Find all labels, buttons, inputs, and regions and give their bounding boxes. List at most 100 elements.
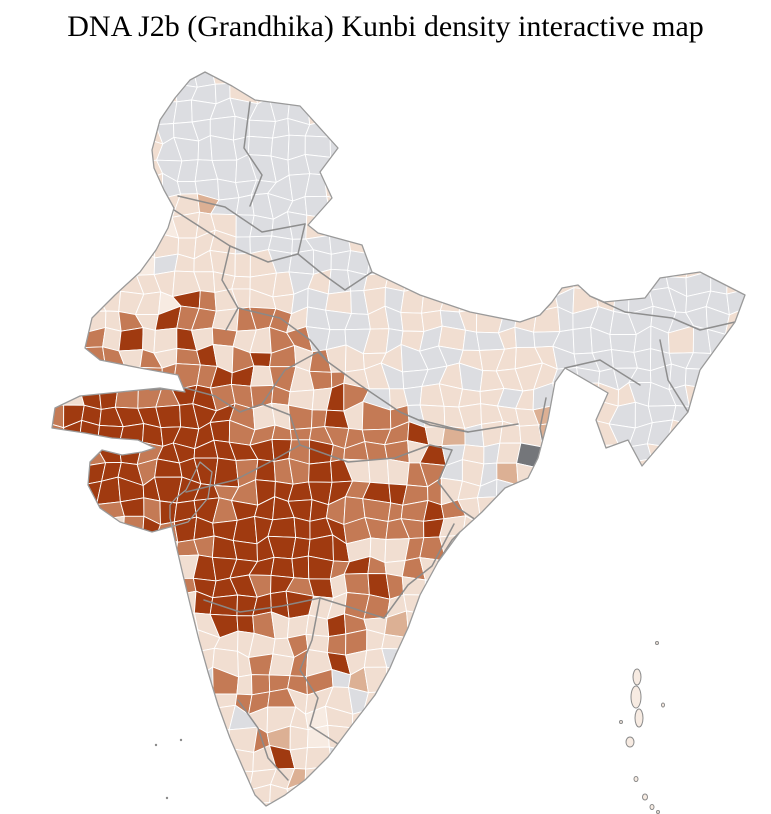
district-cell[interactable] xyxy=(553,422,580,446)
district-cell[interactable] xyxy=(101,98,120,117)
district-cell[interactable] xyxy=(418,135,447,162)
district-cell[interactable] xyxy=(79,106,103,118)
district-cell[interactable] xyxy=(459,765,482,790)
district-cell[interactable] xyxy=(747,497,765,522)
district-cell[interactable] xyxy=(288,249,315,275)
district-cell[interactable] xyxy=(711,743,733,771)
district-cell[interactable] xyxy=(482,616,504,638)
district-cell[interactable] xyxy=(364,117,392,141)
district-cell[interactable] xyxy=(424,685,447,713)
district-cell[interactable] xyxy=(367,458,390,485)
district-cell[interactable] xyxy=(437,729,467,752)
district-cell[interactable] xyxy=(422,648,446,673)
district-cell[interactable] xyxy=(725,459,745,479)
district-cell[interactable] xyxy=(288,404,313,431)
district-cell[interactable] xyxy=(77,730,102,752)
district-cell[interactable] xyxy=(463,710,485,734)
district-cell[interactable] xyxy=(363,691,392,712)
district-cell[interactable] xyxy=(553,135,581,164)
district-cell[interactable] xyxy=(748,652,764,676)
district-cell[interactable] xyxy=(728,651,749,673)
district-cell[interactable] xyxy=(441,800,466,814)
district-cell[interactable] xyxy=(518,709,536,733)
district-cell[interactable] xyxy=(667,628,696,657)
district-cell[interactable] xyxy=(385,691,408,708)
district-cell[interactable] xyxy=(83,629,105,658)
district-cell[interactable] xyxy=(476,157,504,183)
district-cell[interactable] xyxy=(668,770,693,791)
district-cell[interactable] xyxy=(707,155,729,182)
district-cell[interactable] xyxy=(554,652,580,675)
district-cell[interactable] xyxy=(575,745,600,770)
district-cell[interactable] xyxy=(533,216,560,238)
district-cell[interactable] xyxy=(629,636,656,659)
district-cell[interactable] xyxy=(402,748,429,767)
district-cell[interactable] xyxy=(704,710,731,728)
district-cell[interactable] xyxy=(712,688,732,713)
district-cell[interactable] xyxy=(647,231,673,256)
district-cell[interactable] xyxy=(232,540,258,562)
district-cell[interactable] xyxy=(573,789,599,807)
district-cell[interactable] xyxy=(58,669,83,691)
district-cell[interactable] xyxy=(404,784,426,810)
district-cell[interactable] xyxy=(403,270,429,292)
district-cell[interactable] xyxy=(369,159,391,178)
district-cell[interactable] xyxy=(329,116,351,138)
district-cell[interactable] xyxy=(59,234,83,256)
andaman-nicobar-islands[interactable] xyxy=(619,641,665,814)
district-cell[interactable] xyxy=(287,803,312,814)
district-cell[interactable] xyxy=(629,97,651,125)
district-cell[interactable] xyxy=(589,573,618,596)
district-cell[interactable] xyxy=(478,251,500,272)
district-cell[interactable] xyxy=(574,120,597,143)
district-cell[interactable] xyxy=(95,541,124,560)
district-cell[interactable] xyxy=(404,648,428,673)
district-cell[interactable] xyxy=(704,231,733,257)
district-cell[interactable] xyxy=(592,612,616,638)
district-cell[interactable] xyxy=(46,348,62,374)
district-cell[interactable] xyxy=(481,573,505,596)
district-cell[interactable] xyxy=(61,462,86,485)
district-cell[interactable] xyxy=(274,63,296,84)
district-cell[interactable] xyxy=(43,574,68,599)
district-cell[interactable] xyxy=(729,421,750,445)
district-cell[interactable] xyxy=(630,63,656,87)
district-cell[interactable] xyxy=(686,440,713,466)
district-cell[interactable] xyxy=(458,647,482,678)
district-cell[interactable] xyxy=(705,78,732,102)
district-cell[interactable] xyxy=(325,765,350,791)
district-cell[interactable] xyxy=(174,785,201,806)
district-cell[interactable] xyxy=(228,747,255,772)
district-cell[interactable] xyxy=(590,177,617,200)
district-mesh[interactable] xyxy=(39,60,770,814)
district-cell[interactable] xyxy=(504,196,518,218)
district-cell[interactable] xyxy=(573,192,597,222)
district-cell[interactable] xyxy=(158,724,179,753)
district-cell[interactable] xyxy=(460,686,485,715)
district-cell[interactable] xyxy=(418,153,447,180)
district-cell[interactable] xyxy=(366,249,390,276)
district-cell[interactable] xyxy=(515,287,537,317)
district-cell[interactable] xyxy=(685,572,707,602)
district-cell[interactable] xyxy=(705,192,733,220)
district-cell[interactable] xyxy=(478,726,497,748)
district-cell[interactable] xyxy=(80,744,104,772)
district-cell[interactable] xyxy=(685,782,710,809)
district-cell[interactable] xyxy=(133,669,160,689)
district-cell[interactable] xyxy=(250,802,271,814)
district-cell[interactable] xyxy=(41,533,61,562)
district-cell[interactable] xyxy=(610,248,635,277)
district-cell[interactable] xyxy=(686,670,714,690)
district-cell[interactable] xyxy=(610,519,639,542)
district-cell[interactable] xyxy=(610,649,638,676)
island[interactable] xyxy=(632,668,642,686)
district-cell[interactable] xyxy=(496,118,524,139)
district-cell[interactable] xyxy=(364,441,388,461)
district-cell[interactable] xyxy=(731,192,748,221)
district-cell[interactable] xyxy=(693,533,711,563)
district-cell[interactable] xyxy=(613,709,635,735)
district-cell[interactable] xyxy=(198,290,217,312)
district-cell[interactable] xyxy=(43,629,65,654)
district-cell[interactable] xyxy=(386,458,410,486)
district-cell[interactable] xyxy=(570,269,596,291)
